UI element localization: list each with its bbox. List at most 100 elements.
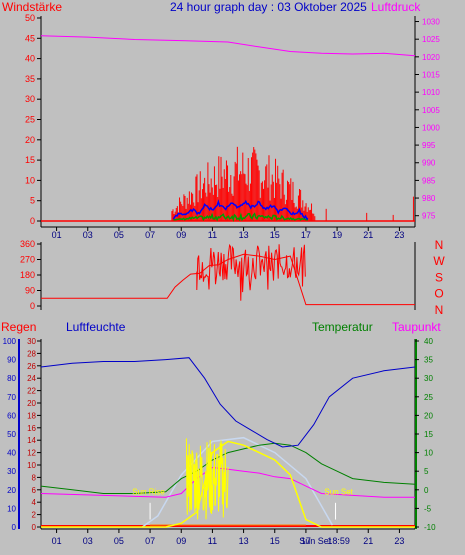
legend-temperature: Temperatur	[312, 320, 373, 334]
humidity-tick-label: 60	[7, 411, 16, 420]
pressure-line	[40, 35, 416, 57]
wind-tick-label: 25	[25, 115, 35, 125]
hour-tick-label-p3: 21	[363, 536, 373, 546]
humidity-tick-label: 70	[7, 393, 16, 402]
wind-axis-title: Windstärke	[2, 0, 62, 14]
sun-rise-label: Sun Rise	[132, 488, 165, 497]
legend-rain: Regen	[1, 320, 36, 334]
hour-tick-label: 03	[83, 230, 93, 240]
hour-tick-label: 17	[301, 230, 311, 240]
rain-tick-label: 26	[27, 362, 36, 371]
pressure-tick-label: 980	[422, 194, 436, 203]
hour-tick-label-p3: 13	[239, 536, 249, 546]
hour-tick-label-p3: 07	[145, 536, 155, 546]
wind-tick-label: 50	[25, 13, 35, 23]
humidity-tick-label: 10	[7, 504, 16, 513]
hour-tick-label-p3: 09	[176, 536, 186, 546]
compass-label: N	[435, 303, 444, 317]
pressure-tick-label: 1010	[422, 88, 440, 97]
humidity-tick-label: 100	[3, 337, 17, 346]
pressure-tick-label: 1030	[422, 18, 440, 27]
temp-tick-label: 25	[424, 393, 433, 402]
dir-tick-label: 360	[20, 239, 35, 249]
dir-tick-label: 180	[20, 270, 35, 280]
rain-tick-label: 4	[32, 498, 37, 507]
rain-tick-label: 12	[27, 449, 36, 458]
humidity-tick-label: 80	[7, 374, 16, 383]
hour-tick-label: 05	[114, 230, 124, 240]
pressure-tick-label: 1020	[422, 53, 440, 62]
hour-tick-label: 13	[239, 230, 249, 240]
humidity-tick-label: 20	[7, 486, 16, 495]
wind-tick-label: 20	[25, 135, 35, 145]
hour-tick-label-p3: 11	[208, 536, 217, 546]
compass-label: N	[435, 238, 444, 252]
compass-label: W	[433, 254, 445, 268]
rain-tick-label: 10	[27, 461, 36, 470]
dir-tick-label: 90	[25, 286, 35, 296]
temp-tick-label: 35	[424, 356, 433, 365]
wind-tick-label: 10	[25, 175, 35, 185]
temp-tick-label: 10	[424, 449, 433, 458]
hour-tick-label-p3: 23	[394, 536, 404, 546]
wind-tick-label: 5	[30, 196, 35, 206]
solar-ideal-line	[141, 436, 334, 528]
temp-tick-label: 40	[424, 337, 433, 346]
pressure-tick-label: 985	[422, 176, 436, 185]
wind-avg-blue-line	[172, 199, 309, 221]
rain-tick-label: 28	[27, 349, 36, 358]
solar-noise	[185, 437, 229, 520]
humidity-tick-label: 30	[7, 467, 16, 476]
dir-tick-label: 270	[20, 255, 35, 265]
wind-tick-label: 45	[25, 33, 35, 43]
wind-tick-label: 35	[25, 74, 35, 84]
hour-tick-label: 23	[394, 230, 404, 240]
temp-tick-label: 0	[424, 486, 429, 495]
humidity-line	[40, 357, 416, 448]
hour-tick-label: 09	[176, 230, 186, 240]
compass-label: S	[435, 270, 443, 284]
wind-tick-label: 15	[25, 155, 35, 165]
humidity-tick-label: 90	[7, 356, 16, 365]
hour-tick-label: 19	[332, 230, 342, 240]
hour-tick-label: 07	[145, 230, 155, 240]
pressure-tick-label: 1000	[422, 123, 440, 132]
rain-tick-label: 20	[27, 399, 36, 408]
pressure-tick-label: 1015	[422, 70, 440, 79]
pressure-axis-title: Luftdruck	[371, 0, 421, 14]
rain-tick-label: 24	[27, 374, 36, 383]
rain-tick-label: 14	[27, 436, 36, 445]
wind-direction-noise	[196, 243, 306, 301]
wind-avg-green-line	[173, 212, 309, 223]
pressure-tick-label: 995	[422, 141, 436, 150]
rain-tick-label: 18	[27, 411, 36, 420]
dir-tick-label: 0	[30, 301, 35, 311]
dewpoint-line	[40, 466, 415, 498]
hour-tick-label: 21	[363, 230, 373, 240]
hour-tick-label: 01	[52, 230, 62, 240]
sun-set-label: Sun Set	[324, 488, 353, 497]
hour-tick-label: 11	[208, 230, 217, 240]
temp-tick-label: -10	[424, 523, 436, 532]
chart-title: 24 hour graph day : 03 Oktober 2025	[170, 0, 367, 14]
compass-label: O	[434, 287, 443, 301]
rain-tick-label: 2	[32, 511, 37, 520]
rain-tick-label: 0	[32, 523, 37, 532]
hour-tick-label-p3: 17	[301, 536, 311, 546]
legend-humidity: Luftfeuchte	[66, 320, 126, 334]
solar-line	[41, 440, 415, 528]
sun-set-axis-label: Sun Set	[299, 536, 332, 546]
wind-tick-label: 0	[30, 216, 35, 226]
pressure-tick-label: 975	[422, 212, 436, 221]
rain-tick-label: 8	[32, 473, 37, 482]
humidity-tick-label: 50	[7, 430, 16, 439]
pressure-tick-label: 990	[422, 159, 436, 168]
temp-tick-label: -5	[424, 504, 432, 513]
hour-tick-label: 15	[270, 230, 280, 240]
pressure-tick-label: 1025	[422, 35, 440, 44]
temp-tick-label: 5	[424, 467, 429, 476]
wind-tick-label: 40	[25, 54, 35, 64]
temp-tick-label: 30	[424, 374, 433, 383]
